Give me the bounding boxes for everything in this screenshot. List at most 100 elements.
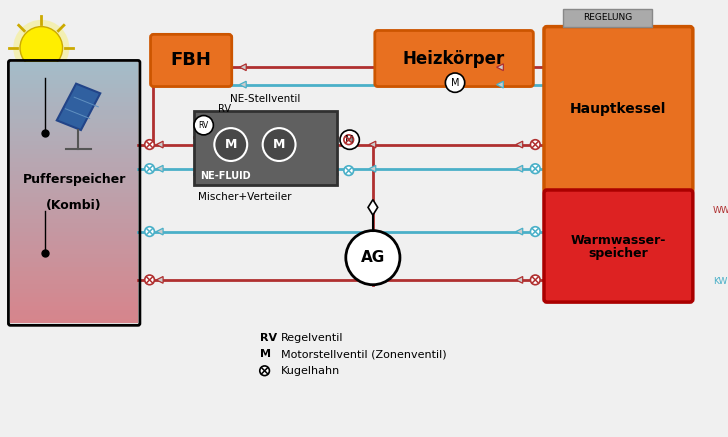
Bar: [10, 271, 138, 276]
Polygon shape: [369, 165, 376, 172]
Bar: [10, 88, 138, 93]
Bar: [10, 219, 138, 223]
Bar: [10, 297, 138, 302]
Bar: [10, 114, 138, 119]
Polygon shape: [369, 141, 376, 148]
Polygon shape: [496, 81, 503, 88]
Bar: [10, 188, 138, 193]
Circle shape: [214, 128, 248, 161]
Text: KW: KW: [713, 277, 727, 286]
Bar: [10, 119, 138, 123]
Text: RV: RV: [260, 333, 277, 343]
Text: Hauptkessel: Hauptkessel: [570, 102, 667, 116]
Bar: [10, 171, 138, 176]
Bar: [10, 319, 138, 323]
Text: (Kombi): (Kombi): [47, 199, 102, 212]
Bar: [10, 254, 138, 258]
Text: Mischer+Verteiler: Mischer+Verteiler: [198, 192, 291, 202]
Text: Heizkörper: Heizkörper: [403, 49, 505, 67]
Circle shape: [145, 140, 154, 149]
Bar: [10, 215, 138, 219]
Polygon shape: [516, 141, 523, 148]
Text: FBH: FBH: [170, 52, 212, 69]
Bar: [10, 84, 138, 88]
Circle shape: [531, 140, 540, 149]
Bar: [10, 223, 138, 228]
Circle shape: [340, 130, 360, 149]
Text: RV: RV: [218, 104, 232, 114]
Circle shape: [346, 231, 400, 285]
Bar: [10, 276, 138, 280]
Bar: [10, 163, 138, 167]
Bar: [10, 232, 138, 236]
Circle shape: [145, 275, 154, 285]
Bar: [10, 141, 138, 145]
Circle shape: [446, 73, 464, 92]
Bar: [10, 93, 138, 97]
Text: M: M: [451, 78, 459, 88]
Bar: [10, 180, 138, 184]
Text: RV: RV: [199, 121, 209, 130]
Circle shape: [13, 20, 69, 76]
Text: M: M: [260, 349, 271, 359]
Text: Warmwasser-: Warmwasser-: [571, 234, 666, 247]
Bar: [10, 145, 138, 149]
Bar: [10, 132, 138, 136]
FancyBboxPatch shape: [544, 190, 693, 302]
Text: M: M: [345, 135, 354, 145]
FancyBboxPatch shape: [194, 111, 337, 185]
Bar: [10, 106, 138, 110]
Polygon shape: [157, 141, 163, 148]
Bar: [10, 62, 138, 67]
Bar: [10, 97, 138, 101]
FancyBboxPatch shape: [544, 27, 693, 192]
Polygon shape: [516, 165, 523, 172]
Polygon shape: [157, 277, 163, 283]
Bar: [10, 206, 138, 210]
Bar: [10, 123, 138, 128]
Circle shape: [344, 135, 354, 145]
Bar: [10, 76, 138, 80]
Polygon shape: [368, 200, 378, 215]
Bar: [10, 293, 138, 297]
Bar: [10, 263, 138, 267]
Bar: [10, 176, 138, 180]
Bar: [10, 201, 138, 206]
Bar: [10, 184, 138, 188]
FancyBboxPatch shape: [375, 31, 534, 87]
Bar: [10, 67, 138, 71]
Text: NE-FLUID: NE-FLUID: [199, 171, 250, 181]
Text: Pufferspeicher: Pufferspeicher: [23, 173, 126, 186]
Bar: [10, 154, 138, 158]
Text: M: M: [224, 138, 237, 151]
Bar: [10, 306, 138, 310]
FancyBboxPatch shape: [563, 9, 652, 27]
Circle shape: [194, 115, 213, 135]
Bar: [10, 258, 138, 263]
Bar: [10, 288, 138, 293]
Circle shape: [20, 27, 63, 69]
Bar: [10, 136, 138, 141]
Bar: [10, 280, 138, 284]
Text: M: M: [273, 138, 285, 151]
Polygon shape: [516, 277, 523, 283]
Bar: [10, 210, 138, 215]
Text: WW: WW: [713, 206, 728, 215]
Bar: [10, 315, 138, 319]
Polygon shape: [157, 228, 163, 235]
Bar: [10, 284, 138, 288]
Bar: [10, 128, 138, 132]
Bar: [10, 110, 138, 114]
Circle shape: [145, 164, 154, 173]
Circle shape: [531, 227, 540, 236]
Bar: [10, 158, 138, 163]
Text: NE-Stellventil: NE-Stellventil: [230, 94, 301, 104]
Circle shape: [263, 128, 296, 161]
Bar: [10, 310, 138, 315]
Bar: [10, 193, 138, 197]
Polygon shape: [496, 64, 503, 71]
Text: Motorstellventil (Zonenventil): Motorstellventil (Zonenventil): [281, 349, 447, 359]
Bar: [10, 167, 138, 171]
Circle shape: [531, 164, 540, 173]
Bar: [10, 149, 138, 154]
